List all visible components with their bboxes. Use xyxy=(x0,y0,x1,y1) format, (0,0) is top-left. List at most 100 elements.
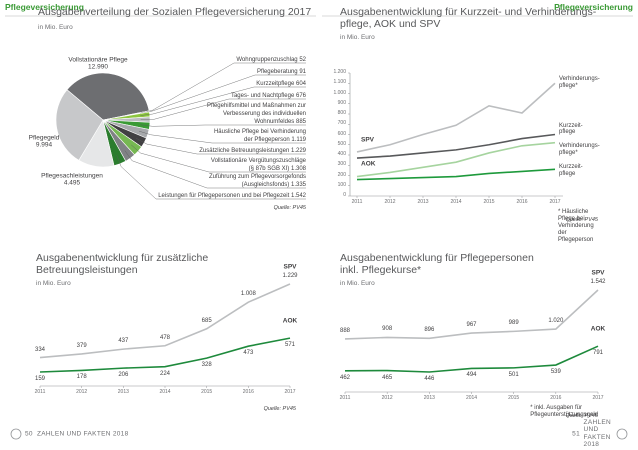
category: Vollstationäre Vergütungszuschläge (§ 87… xyxy=(210,158,306,172)
source: Quelle: PV45 xyxy=(263,406,296,412)
group-label: SPV xyxy=(361,136,375,144)
x-tick-label: 2013 xyxy=(117,389,129,395)
x-tick-label: 2015 xyxy=(201,389,213,395)
data-label: 908 xyxy=(382,326,393,333)
pie-label: Pflegehilfsmittel und Maßnahmen zur Verb… xyxy=(207,102,306,126)
data-label: 967 xyxy=(466,322,477,329)
category: Pflegeberatung xyxy=(256,69,298,75)
y-tick-label: 0 xyxy=(343,192,346,199)
x-tick-label: 2011 xyxy=(351,199,363,205)
x-tick-label: 2016 xyxy=(242,389,254,395)
y-tick-label: 400 xyxy=(337,151,346,158)
series-label: Kurzzeit- pflege xyxy=(559,122,583,136)
data-label: 539 xyxy=(550,369,561,376)
x-tick-label: 2012 xyxy=(76,389,88,395)
x-tick-label: 2017 xyxy=(549,199,561,205)
pie-label: Tages- und Nachtpflege 676 xyxy=(231,92,306,100)
group-label: AOK xyxy=(361,160,376,168)
data-label: 473 xyxy=(243,350,254,357)
x-tick-label: 2012 xyxy=(381,395,393,401)
pie-label: Vollstationäre Vergütungszuschläge (§ 87… xyxy=(211,157,306,173)
data-label: 328 xyxy=(201,362,212,369)
series-label: Verhinderungs- pflege* xyxy=(559,76,600,90)
series-line xyxy=(356,141,556,178)
data-label: 206 xyxy=(118,372,129,379)
x-tick-label: 2014 xyxy=(450,199,462,205)
chart-subtitle: in Mio. Euro xyxy=(36,280,71,287)
x-tick-label: 2011 xyxy=(34,389,46,395)
data-label: 989 xyxy=(508,320,519,327)
data-label: 437 xyxy=(118,338,129,345)
series-label: AOK xyxy=(282,317,298,325)
footer-text: ZAHLEN UND FAKTEN 2018 xyxy=(37,430,129,438)
category: Pflegegeld xyxy=(28,134,60,142)
footer-text: ZAHLEN UND FAKTEN 2018 xyxy=(583,419,611,449)
data-label: 791 xyxy=(592,350,604,357)
footer-icon xyxy=(10,428,22,440)
x-tick-label: 2012 xyxy=(384,199,396,205)
pie-label: Kurzzeitpflege 604 xyxy=(256,80,306,88)
y-tick-label: 1.200 xyxy=(333,69,346,76)
x-tick-label: 2014 xyxy=(465,395,478,401)
y-tick-label: 1.000 xyxy=(333,89,346,96)
y-tick-label: 300 xyxy=(337,161,346,168)
data-label: 478 xyxy=(159,334,171,341)
series-line xyxy=(39,283,291,359)
pie-label: Pflegeberatung 91 xyxy=(257,68,306,76)
category: Wohngruppenzuschlag xyxy=(236,57,298,63)
footer-icon xyxy=(616,428,628,440)
series-line xyxy=(356,82,556,153)
y-tick-label: 500 xyxy=(337,140,346,147)
chart-title: Ausgabenverteilung der Sozialen Pflegeve… xyxy=(38,6,312,18)
y-tick-label: 600 xyxy=(337,130,346,137)
data-label: 1.542 xyxy=(590,279,606,286)
value-label: 1.308 xyxy=(290,166,306,172)
value-label: 12.990 xyxy=(88,64,108,71)
y-tick-label: 700 xyxy=(337,120,346,127)
series-line xyxy=(344,345,599,373)
category: Pflegehilfsmittel und Maßnahmen zur Verb… xyxy=(206,103,306,125)
leader-line xyxy=(140,86,306,116)
category: Vollstationäre Pflege xyxy=(68,56,128,64)
y-tick-label: 1.100 xyxy=(333,79,346,86)
category: Zuführung zum Pflegevorsorgefonds (Ausgl… xyxy=(208,174,306,188)
page-number: 51 xyxy=(572,430,580,438)
value-label: 1.229 xyxy=(290,148,306,154)
series-label: SPV xyxy=(591,269,605,277)
series-label: SPV xyxy=(283,263,297,271)
pie-label: Wohngruppenzuschlag 52 xyxy=(236,56,306,64)
source: Quelle: PV45 xyxy=(565,217,598,223)
series-line xyxy=(344,289,599,340)
category: Tages- und Nachtpflege xyxy=(230,93,295,99)
data-label: 465 xyxy=(382,374,393,381)
series-line xyxy=(356,168,556,181)
x-tick-label: 2011 xyxy=(339,395,351,401)
category: Kurzzeitpflege xyxy=(256,81,295,87)
x-tick-label: 2015 xyxy=(508,395,520,401)
x-tick-label: 2017 xyxy=(284,389,296,395)
pie-label: Pflegegeld 9.994 xyxy=(29,135,60,150)
y-tick-label: 900 xyxy=(337,99,346,106)
category: Pflegesachleistungen xyxy=(41,172,103,180)
data-label: 334 xyxy=(34,346,46,353)
data-label: 501 xyxy=(508,371,519,378)
data-label: 379 xyxy=(76,343,87,350)
value-label: 52 xyxy=(299,57,306,63)
data-label: 896 xyxy=(424,327,435,334)
leader-line xyxy=(138,130,306,144)
data-label: 1.008 xyxy=(240,291,256,298)
data-label: 159 xyxy=(34,376,46,382)
leader-line xyxy=(116,154,306,200)
pie-slice xyxy=(55,89,104,161)
source: Quelle: PV45 xyxy=(565,413,598,419)
value-label: 1.335 xyxy=(290,182,306,188)
data-label: 1.229 xyxy=(282,273,298,280)
category: Häusliche Pflege bei Verhinderung der Pf… xyxy=(213,129,306,143)
x-tick-label: 2013 xyxy=(423,395,435,401)
value-label: 9.994 xyxy=(35,142,53,149)
leader-line xyxy=(140,98,306,120)
chart-title: Ausgabenentwicklung für Pflegepersonen i… xyxy=(340,252,534,276)
header-right: Pflegeversicherung xyxy=(554,2,633,12)
